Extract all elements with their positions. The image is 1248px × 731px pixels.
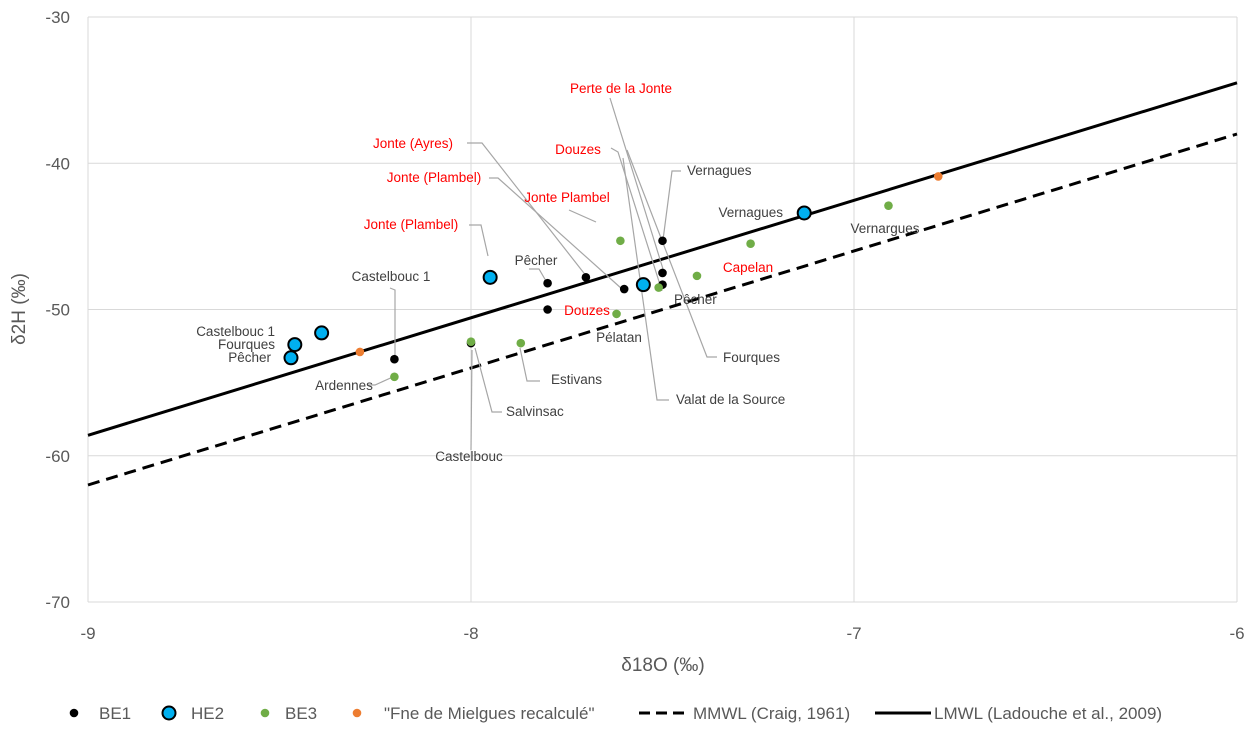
he2-point — [635, 277, 651, 293]
y-tick-label: -60 — [45, 447, 70, 466]
be3-point — [616, 236, 625, 246]
point-label: Douzes — [555, 142, 601, 157]
he2-point — [287, 337, 303, 353]
point-label: Salvinsac — [506, 404, 564, 419]
be3-point — [516, 338, 526, 348]
leader-line — [467, 142, 588, 278]
label-leader-lines — [368, 97, 717, 451]
point-label: Jonte (Ayres) — [373, 136, 453, 151]
leader-line — [626, 149, 717, 358]
leader-line — [568, 209, 597, 223]
legend-label: LMWL (Ladouche et al., 2009) — [934, 704, 1162, 723]
be1-point — [658, 236, 667, 246]
he2-point — [283, 350, 299, 366]
legend-label: BE1 — [99, 704, 131, 723]
be1-point — [543, 305, 552, 314]
y-axis-title: δ2H (‰) — [9, 273, 30, 345]
point-label: Vernargues — [850, 221, 919, 236]
x-axis-title: δ18O (‰) — [621, 655, 704, 676]
point-label: Pêcher — [674, 292, 717, 307]
point-label: Castelbouc 1 — [352, 269, 431, 284]
legend-lmwl: LMWL (Ladouche et al., 2009) — [875, 704, 1162, 723]
data-points — [283, 172, 943, 382]
point-label: Fourques — [218, 337, 275, 352]
point-label: Ardennes — [315, 378, 373, 393]
leader-line — [519, 347, 540, 382]
leader-line — [609, 97, 664, 270]
point-label: Jonte (Plambel) — [364, 217, 459, 232]
point-label: Pêcher — [228, 350, 271, 365]
be3-point — [654, 283, 663, 292]
tick-labels: -9 -8 -7 -6 -70 -60 -50 -40 -30 — [45, 8, 1244, 643]
legend-label: BE3 — [285, 704, 317, 723]
legend-marker — [161, 705, 177, 721]
point-label: Fourques — [723, 350, 780, 365]
point-label: Jonte (Plambel) — [387, 170, 482, 185]
be3-point — [746, 239, 755, 248]
he2-point — [314, 325, 330, 341]
point-label: Castelbouc — [435, 449, 503, 464]
point-labels: Perte de la Jonte Jonte (Ayres) Douzes Vern… — [196, 81, 920, 464]
be3-point — [612, 309, 621, 319]
be3-point — [390, 372, 399, 382]
be1-point — [543, 278, 552, 288]
point-label: Douzes — [564, 303, 610, 318]
be3-point — [466, 337, 476, 346]
legend-he2: HE2 — [161, 704, 224, 723]
he2-point — [796, 205, 812, 221]
be3-point — [692, 271, 702, 281]
be3-point — [884, 201, 893, 210]
legend-marker — [352, 708, 362, 718]
legend-mmwl: MMWL (Craig, 1961) — [639, 704, 850, 723]
leader-line — [662, 170, 681, 241]
point-label: Valat de la Source — [676, 392, 785, 407]
leader-line — [610, 147, 663, 292]
leader-line — [470, 349, 473, 451]
legend-label: "Fne de Mielgues recalculé" — [384, 704, 595, 723]
leader-line — [469, 224, 489, 257]
x-tick-label: -7 — [846, 624, 861, 643]
leader-line — [474, 347, 502, 413]
legend-be1: BE1 — [69, 704, 131, 723]
be1-point — [390, 354, 399, 364]
y-tick-label: -30 — [45, 8, 70, 27]
point-label: Jonte Plambel — [524, 190, 610, 205]
point-label: Pélatan — [596, 330, 642, 345]
legend-mielgues: "Fne de Mielgues recalculé" — [352, 704, 595, 723]
mielgues-point — [933, 172, 943, 181]
legend-marker — [69, 708, 79, 718]
mielgues-point — [355, 347, 365, 357]
point-label: Vernagues — [687, 163, 752, 178]
point-label: Perte de la Jonte — [570, 81, 672, 96]
legend-label: HE2 — [191, 704, 224, 723]
be1-point — [581, 273, 591, 282]
x-tick-label: -8 — [463, 624, 478, 643]
y-tick-label: -70 — [45, 593, 70, 612]
point-label: Vernagues — [718, 205, 783, 220]
x-tick-label: -9 — [80, 624, 95, 643]
point-label: Capelan — [723, 260, 773, 275]
y-tick-label: -50 — [45, 301, 70, 320]
leader-line — [389, 287, 396, 356]
legend-marker — [260, 708, 270, 718]
y-tick-label: -40 — [45, 154, 70, 173]
x-tick-label: -6 — [1229, 624, 1244, 643]
legend-be3: BE3 — [260, 704, 317, 723]
point-label: Pêcher — [515, 253, 558, 268]
he2-point — [482, 269, 498, 285]
point-label: Estivans — [551, 372, 602, 387]
legend-label: MMWL (Craig, 1961) — [693, 704, 850, 723]
point-label: Castelbouc 1 — [196, 324, 275, 339]
leader-line — [489, 177, 623, 290]
leader-line — [368, 375, 396, 386]
be1-point — [658, 268, 667, 278]
reference-lines — [87, 81, 1238, 487]
leader-line — [529, 268, 547, 282]
leader-line — [622, 157, 669, 401]
lmwl-line — [87, 81, 1238, 437]
be1-point — [619, 284, 629, 294]
legend: BE1 HE2 BE3 "Fne de Mielgues recalculé" MMWL… — [69, 704, 1162, 723]
mmwl-line — [87, 132, 1238, 487]
